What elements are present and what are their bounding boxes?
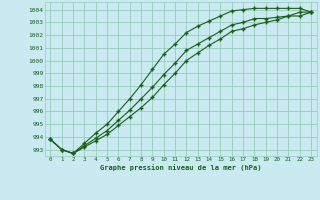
X-axis label: Graphe pression niveau de la mer (hPa): Graphe pression niveau de la mer (hPa): [100, 164, 261, 171]
